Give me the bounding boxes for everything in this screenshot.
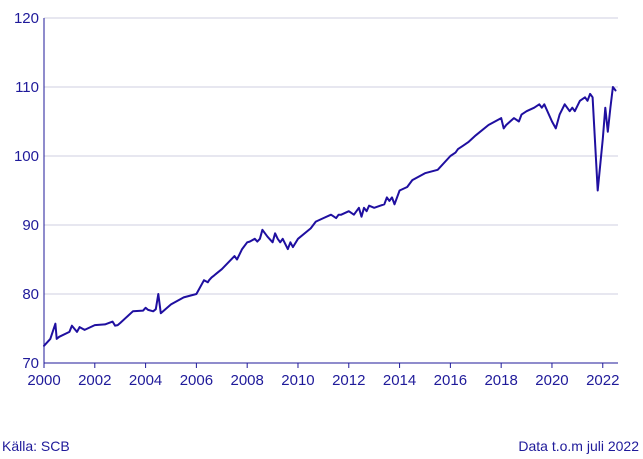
y-tick-label-120: 120 <box>14 10 39 27</box>
axes <box>43 18 618 368</box>
x-tick-label-2012: 2012 <box>332 372 365 389</box>
y-tick-label-80: 80 <box>22 286 39 303</box>
x-tick-label-2018: 2018 <box>484 372 517 389</box>
x-tick-label-2010: 2010 <box>281 372 314 389</box>
x-tick-label-2006: 2006 <box>180 372 213 389</box>
x-tick-label-2002: 2002 <box>78 372 111 389</box>
data-coverage-note: Data t.o.m juli 2022 <box>518 438 639 454</box>
series-layer <box>43 86 617 347</box>
y-tick-label-110: 110 <box>15 79 39 96</box>
y-tick-labels: 70 80 90 100 110 120 <box>14 10 39 372</box>
x-tick-label-2020: 2020 <box>535 372 568 389</box>
series-line-0 <box>43 86 617 347</box>
source-note: Källa: SCB <box>2 438 70 454</box>
x-tick-label-2000: 2000 <box>27 372 60 389</box>
x-tick-label-2016: 2016 <box>434 372 467 389</box>
y-tick-label-70: 70 <box>22 355 39 372</box>
gridlines <box>44 17 618 295</box>
x-tick-labels: 2000 2002 2004 2006 2008 2010 2012 2014 2016 2018… <box>27 372 619 389</box>
x-tick-label-2008: 2008 <box>230 372 263 389</box>
x-tick-label-2014: 2014 <box>383 372 416 389</box>
x-tick-label-2022: 2022 <box>586 372 619 389</box>
x-tick-label-2004: 2004 <box>129 372 162 389</box>
y-tick-label-100: 100 <box>14 148 39 165</box>
y-tick-label-90: 90 <box>22 217 39 234</box>
